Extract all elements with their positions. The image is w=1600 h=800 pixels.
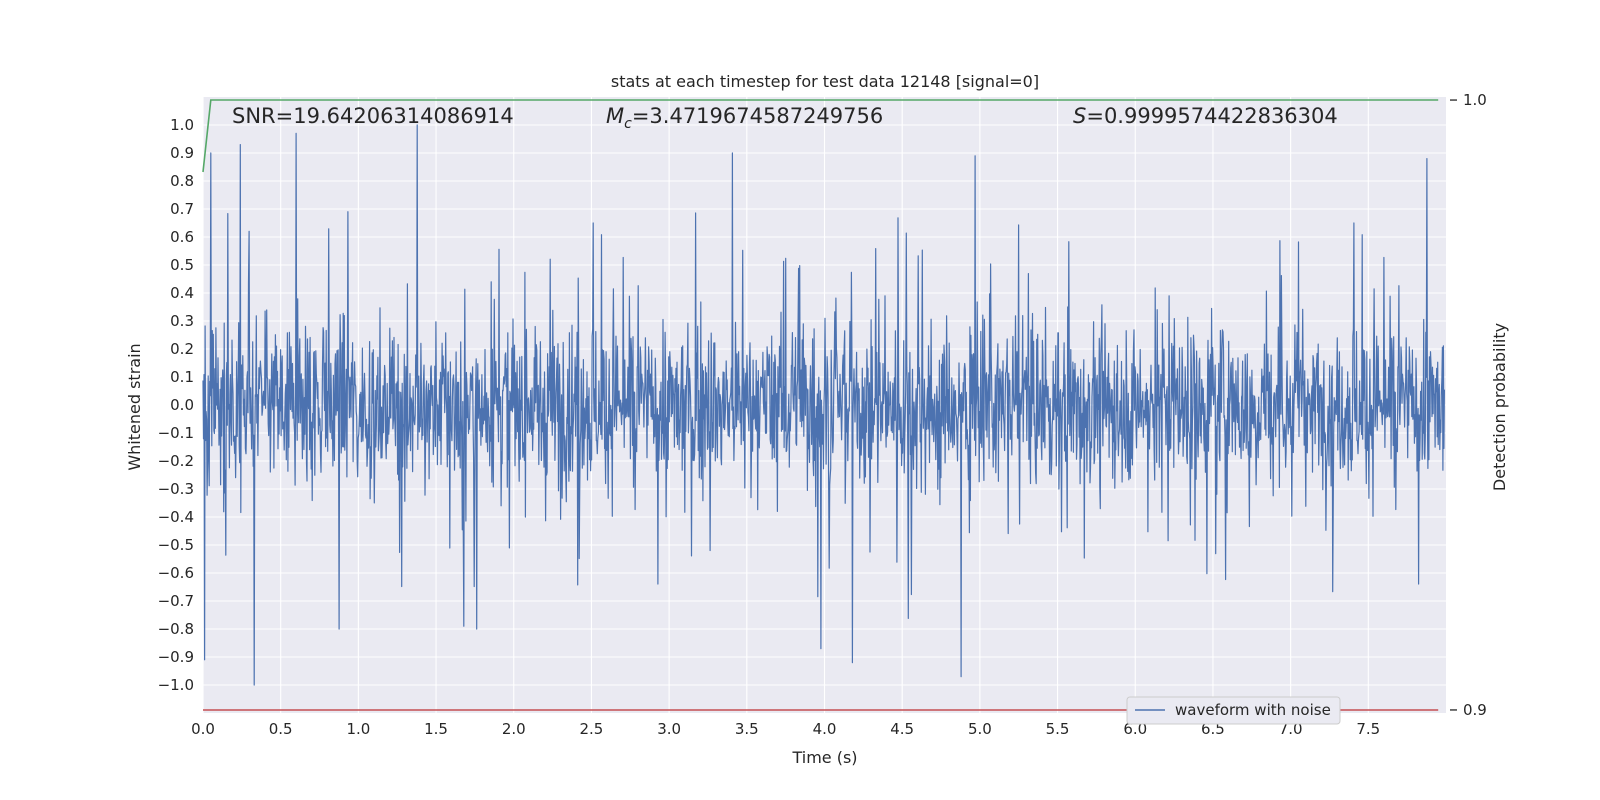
score-annotation: S=0.9999574422836304 bbox=[1073, 104, 1338, 128]
snr-annotation: SNR=19.64206314086914 bbox=[232, 104, 514, 128]
x-axis-label: Time (s) bbox=[791, 748, 857, 767]
y-tick-label: 0.1 bbox=[170, 368, 194, 386]
y-tick-label: −0.7 bbox=[158, 592, 194, 610]
y2-tick-label: 1.0 bbox=[1463, 91, 1487, 109]
y-tick-label: 0.4 bbox=[170, 284, 194, 302]
chart-title: stats at each timestep for test data 121… bbox=[611, 72, 1039, 91]
series-line-waveform-with-noise bbox=[202, 124, 1446, 686]
chirp-mass-symbol: M bbox=[606, 104, 624, 128]
y-tick-label: −0.8 bbox=[158, 620, 194, 638]
score-symbol: S bbox=[1073, 104, 1086, 128]
chirp-mass-value: =3.4719674587249756 bbox=[632, 104, 883, 128]
y-tick-label: −0.9 bbox=[158, 648, 194, 666]
legend-box bbox=[1126, 696, 1341, 725]
legend-label-waveform: waveform with noise bbox=[1175, 701, 1331, 719]
x-tick-label: 0.5 bbox=[269, 720, 293, 738]
chirp-mass-annotation: Mc=3.4719674587249756 bbox=[606, 104, 883, 132]
x-tick-label: 1.5 bbox=[424, 720, 448, 738]
x-tick-label: 5.5 bbox=[1046, 720, 1070, 738]
y-tick-label: 0.6 bbox=[170, 228, 194, 246]
x-tick-label: 3.5 bbox=[735, 720, 759, 738]
y-tick-label: −1.0 bbox=[158, 676, 194, 694]
y2-axis-label: Detection probability bbox=[1490, 323, 1509, 491]
y-tick-label: 0.0 bbox=[170, 396, 194, 414]
x-tick-label: 2.5 bbox=[580, 720, 604, 738]
y2-tick-label: 0.9 bbox=[1463, 701, 1487, 719]
y-tick-label: −0.6 bbox=[158, 564, 194, 582]
x-tick-label: 1.0 bbox=[346, 720, 370, 738]
x-tick-label: 7.5 bbox=[1356, 720, 1380, 738]
y-tick-label: −0.2 bbox=[158, 452, 194, 470]
y-tick-label: −0.1 bbox=[158, 424, 194, 442]
y-tick-labels: 1.0 0.9 0.8 0.7 0.6 0.5 0.4 0.3 0.2 0.1 0.0 −0.1 −0.… bbox=[158, 116, 194, 694]
score-value: =0.9999574422836304 bbox=[1086, 104, 1337, 128]
y-tick-label: 1.0 bbox=[170, 116, 194, 134]
y-tick-label: 0.5 bbox=[170, 256, 194, 274]
y-tick-label: −0.4 bbox=[158, 508, 194, 526]
x-tick-label: 2.0 bbox=[502, 720, 526, 738]
x-tick-label: 3.0 bbox=[657, 720, 681, 738]
x-tick-label: 4.5 bbox=[890, 720, 914, 738]
x-tick-label: 0.0 bbox=[191, 720, 215, 738]
x-tick-label: 5.0 bbox=[968, 720, 992, 738]
legend: waveform with noise bbox=[1126, 696, 1341, 725]
x-tick-label: 4.0 bbox=[813, 720, 837, 738]
y-tick-label: −0.3 bbox=[158, 480, 194, 498]
series-line-detection-probability bbox=[202, 99, 1439, 173]
y-axis-label: Whitened strain bbox=[125, 343, 144, 470]
y-tick-label: 0.2 bbox=[170, 340, 194, 358]
chirp-mass-subscript: c bbox=[624, 116, 632, 132]
grid-lines bbox=[202, 97, 1446, 713]
y-tick-label: 0.8 bbox=[170, 172, 194, 190]
y2-tick-labels: 1.0 0.9 bbox=[1450, 91, 1487, 719]
y-tick-label: 0.3 bbox=[170, 312, 194, 330]
y-tick-label: −0.5 bbox=[158, 536, 194, 554]
y-tick-label: 0.7 bbox=[170, 200, 194, 218]
y-tick-label: 0.9 bbox=[170, 144, 194, 162]
